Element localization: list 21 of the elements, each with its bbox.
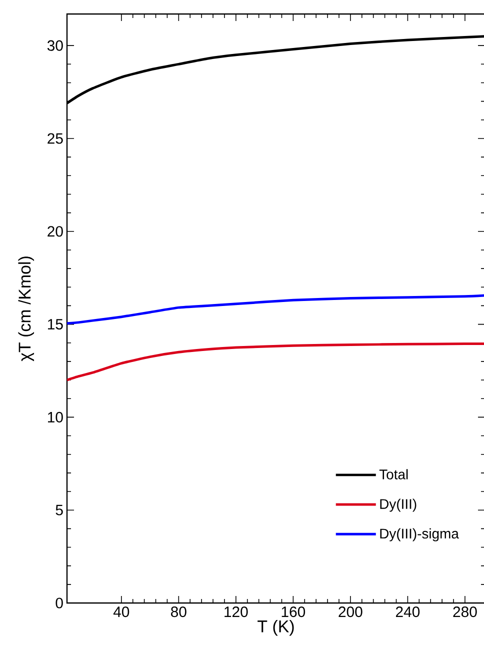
y-tick-label: 5	[56, 504, 63, 516]
y-tick-label: 0	[56, 598, 63, 608]
x-tick-label: 40	[113, 606, 130, 618]
legend-label: Dy(III)-sigma	[380, 528, 459, 542]
x-tick-label: 280	[453, 606, 477, 618]
line-series	[67, 294, 484, 325]
legend-label: Total	[379, 469, 408, 480]
y-tick-label: 10	[48, 412, 63, 422]
x-tick-label: 200	[338, 606, 362, 618]
y-axis-title: χT (cm /Kmol)	[18, 256, 34, 362]
x-tick-label: 160	[282, 606, 306, 618]
y-tick-label: 15	[48, 319, 63, 330]
x-tick-label: 120	[224, 606, 248, 618]
y-tick-label: 25	[48, 133, 63, 144]
y-tick-label: 20	[48, 226, 63, 237]
legend-label: Dy(III)	[380, 498, 416, 512]
x-axis-title: T (K)	[258, 620, 294, 636]
line-series	[67, 342, 484, 382]
x-tick-label: 240	[396, 606, 420, 618]
y-tick-label: 30	[47, 40, 63, 51]
x-tick-label: 80	[171, 606, 186, 618]
